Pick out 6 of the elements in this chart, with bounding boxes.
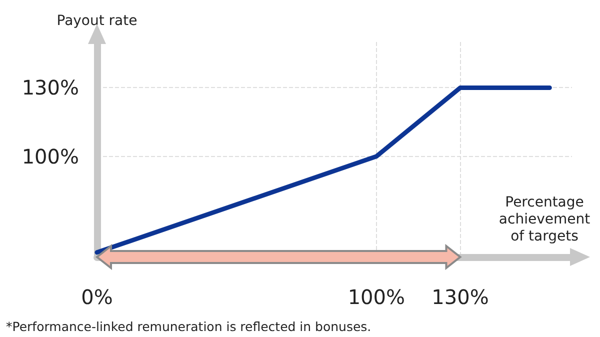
y-axis-title: Payout rate bbox=[56, 13, 138, 29]
x-tick-label: 100% bbox=[348, 285, 406, 309]
x-tick-label: 130% bbox=[432, 285, 489, 309]
text: *Performance-linked remuneration is reflected in bonuses. bbox=[6, 319, 372, 334]
x-tick-label: 0% bbox=[81, 285, 113, 309]
x-axis-title: Percentage achievement of targets bbox=[498, 194, 591, 244]
